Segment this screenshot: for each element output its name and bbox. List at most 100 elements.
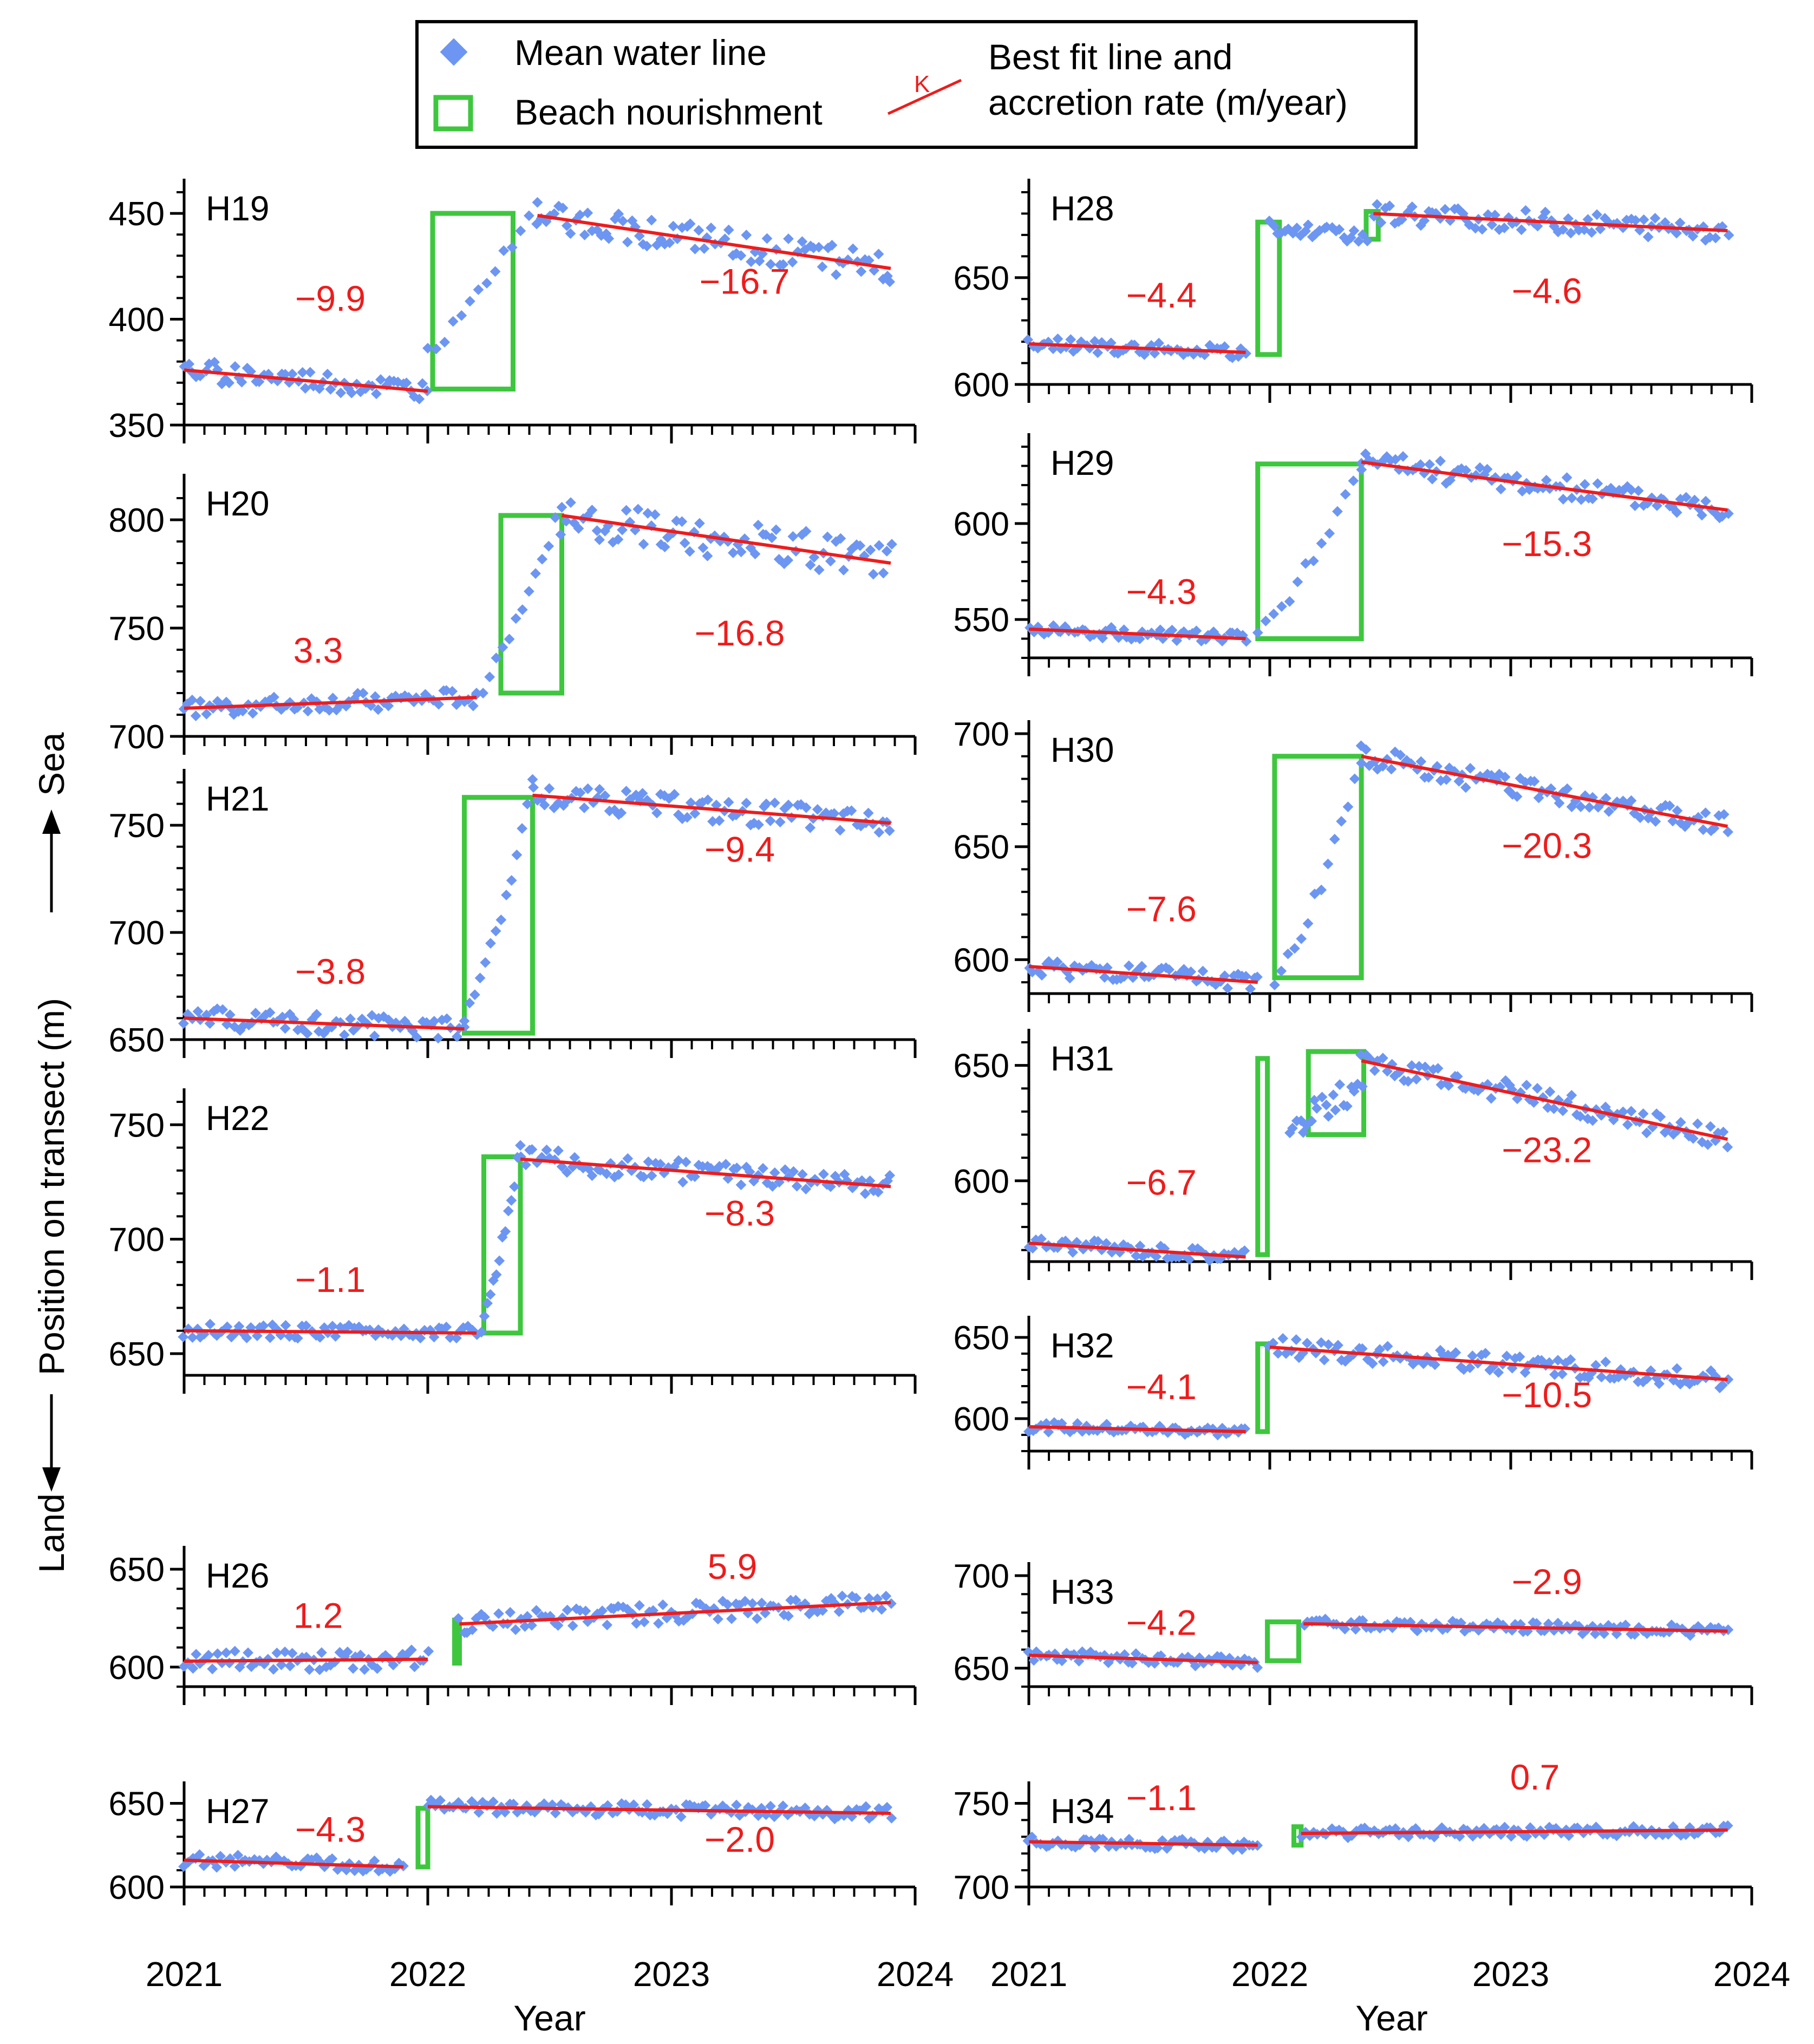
fit-line (184, 368, 428, 393)
data-point (1384, 200, 1395, 212)
data-point (495, 914, 507, 925)
data-point (747, 1598, 758, 1609)
data-point (491, 1269, 502, 1281)
data-point (552, 1620, 564, 1631)
data-point (603, 233, 615, 244)
data-point (1356, 1081, 1368, 1092)
legend-fit-label-line2: accretion rate (m/year) (988, 82, 1348, 122)
data-point (569, 1152, 580, 1163)
data-point (224, 1009, 236, 1021)
data-point (597, 1605, 608, 1616)
data-point (215, 1851, 226, 1862)
data-point (415, 1333, 426, 1344)
data-point (642, 508, 654, 519)
scatter-points (178, 1590, 897, 1675)
data-point (532, 197, 543, 208)
data-point (697, 542, 709, 553)
data-point (1427, 473, 1438, 485)
data-point (575, 787, 586, 798)
data-point (439, 337, 451, 348)
nourishment-box (1255, 1341, 1270, 1434)
data-point (1637, 1108, 1649, 1119)
panel-title: H32 (1050, 1326, 1114, 1365)
data-point (854, 540, 866, 551)
rate-label: −16.8 (695, 613, 785, 653)
rate-label: −2.0 (704, 1819, 775, 1859)
data-point (1565, 227, 1576, 239)
data-point (1402, 1076, 1414, 1087)
data-point (628, 1799, 640, 1810)
xtick-left-2024: 2024 (877, 1955, 954, 1994)
data-point (467, 1624, 478, 1635)
data-point (1048, 620, 1059, 631)
data-point (863, 807, 874, 819)
data-point (229, 1861, 240, 1872)
data-point (1633, 485, 1644, 497)
data-point (699, 243, 710, 254)
data-point (1499, 772, 1511, 782)
data-point (723, 224, 734, 236)
data-point (880, 1590, 892, 1602)
data-point (847, 243, 859, 254)
data-point (651, 807, 663, 819)
data-point (371, 388, 382, 400)
data-point (1269, 979, 1280, 990)
fit-line (184, 1329, 477, 1335)
data-point (1603, 806, 1615, 817)
data-point (653, 1618, 664, 1629)
data-point (1702, 1139, 1713, 1150)
data-point (373, 704, 384, 715)
data-point (1356, 464, 1367, 475)
panel-title: H20 (206, 484, 269, 523)
data-point (1406, 201, 1418, 212)
fit-line (1028, 627, 1246, 641)
data-point (741, 230, 752, 240)
data-point (1483, 209, 1493, 220)
panel-h30: 600 650 700 H30 −7.6 −20.3 (954, 716, 1753, 1012)
data-point (1308, 556, 1319, 566)
panel-h22: 650 700 750 H22 −1.1 −8.3 (109, 1088, 917, 1394)
data-point (230, 361, 241, 372)
data-point (664, 237, 675, 249)
data-point (301, 1320, 312, 1331)
data-point (731, 1799, 742, 1811)
data-point (1131, 1250, 1142, 1262)
data-point (702, 550, 713, 561)
scatter-points (1023, 1614, 1734, 1673)
data-point (1582, 214, 1594, 225)
data-point (808, 552, 820, 563)
data-point (1566, 1090, 1577, 1101)
data-point (860, 1801, 872, 1812)
data-point (264, 1332, 276, 1343)
y-tick-label: 700 (109, 719, 165, 756)
data-point (1499, 223, 1510, 233)
data-point (684, 218, 696, 230)
data-point (348, 1663, 358, 1674)
fit-line (184, 1016, 465, 1031)
data-point (594, 783, 605, 795)
data-point (1333, 1340, 1343, 1351)
data-point (447, 316, 459, 327)
y-tick-label: 750 (954, 1785, 1009, 1823)
rate-label: −23.2 (1502, 1130, 1592, 1170)
data-point (212, 1648, 223, 1660)
data-point (500, 1226, 511, 1237)
data-point (1642, 231, 1654, 243)
data-point (1236, 1844, 1248, 1855)
nourishment-box (1255, 219, 1282, 357)
data-point (1036, 1233, 1047, 1244)
rate-label: 3.3 (293, 630, 343, 670)
data-point (194, 1849, 205, 1860)
data-point (1587, 493, 1598, 505)
data-point (601, 1168, 612, 1179)
data-point (731, 1163, 742, 1173)
data-point (526, 1144, 538, 1155)
data-point (1460, 1083, 1471, 1094)
data-point (817, 1605, 828, 1616)
data-point (517, 604, 528, 615)
rate-label: −1.1 (1126, 1778, 1197, 1818)
data-point (1321, 1099, 1332, 1111)
nourishment-box (1255, 1056, 1270, 1257)
data-point (471, 688, 482, 698)
